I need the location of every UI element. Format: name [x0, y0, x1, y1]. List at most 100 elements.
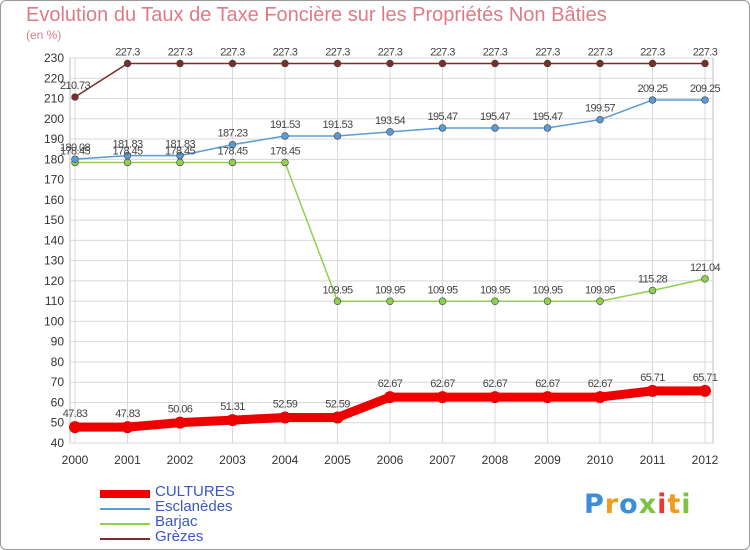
data-point-cultures [226, 414, 239, 427]
data-label-esclanedes: 195.47 [532, 111, 563, 123]
legend-label-barjac: Barjac [155, 513, 198, 530]
data-label-cultures: 52.59 [325, 398, 350, 410]
data-label-esclanedes: 209.25 [690, 83, 721, 95]
data-point-barjac [491, 297, 499, 305]
data-label-barjac: 178.45 [165, 145, 196, 157]
logo-letter: o [619, 489, 639, 520]
data-point-cultures [279, 411, 291, 424]
data-point-cultures [174, 416, 186, 429]
data-point-cultures [489, 391, 501, 404]
data-label-esclanedes: 195.47 [480, 111, 511, 123]
data-point-barjac [438, 297, 447, 305]
data-point-esclanedes [491, 124, 499, 132]
chart-title: Evolution du Taux de Taxe Foncière sur l… [26, 4, 607, 26]
legend-label-esclanedes: Esclanèdes [155, 498, 233, 515]
data-label-grezes: 227.3 [168, 46, 193, 58]
data-label-cultures: 62.67 [483, 378, 508, 390]
y-tick-label: 160 [44, 193, 64, 207]
unit-label: (en %) [26, 28, 62, 42]
y-tick-label: 200 [44, 112, 64, 126]
data-label-cultures: 51.31 [220, 401, 245, 413]
data-label-grezes: 227.3 [535, 46, 560, 58]
data-point-cultures [436, 391, 449, 404]
x-tick-label: 2008 [482, 453, 509, 467]
y-tick-label: 40 [51, 436, 65, 450]
data-label-esclanedes: 191.53 [322, 119, 353, 131]
data-label-grezes: 227.3 [640, 46, 665, 58]
data-label-barjac: 109.95 [480, 284, 511, 296]
y-tick-label: 70 [51, 375, 65, 389]
data-point-esclanedes [71, 155, 79, 163]
data-point-esclanedes [176, 151, 184, 160]
data-point-grezes [281, 59, 289, 68]
data-point-cultures [699, 384, 711, 397]
data-label-barjac: 178.45 [270, 145, 301, 157]
data-label-grezes: 227.3 [115, 46, 140, 58]
logo-letter: i [681, 489, 692, 520]
data-label-grezes: 227.3 [693, 46, 718, 58]
x-tick-label: 2010 [587, 453, 614, 467]
data-point-esclanedes [438, 124, 447, 132]
data-label-barjac: 115.28 [638, 273, 668, 285]
data-point-grezes [596, 59, 604, 68]
y-tick-label: 60 [51, 395, 65, 409]
y-tick-label: 110 [45, 294, 64, 308]
logo-letter: t [667, 489, 682, 520]
data-point-grezes [438, 59, 447, 68]
data-label-barjac: 109.95 [532, 284, 563, 296]
legend-label-grezes: Grèzes [155, 528, 204, 545]
data-point-barjac [386, 297, 394, 305]
data-label-barjac: 178.45 [112, 145, 143, 157]
data-label-grezes: 227.3 [273, 46, 298, 58]
data-point-esclanedes [386, 128, 394, 136]
data-point-cultures [69, 421, 81, 434]
data-point-barjac [333, 297, 342, 305]
proxiti-logo: Proxiti [584, 489, 692, 520]
data-label-barjac: 121.04 [690, 262, 721, 274]
logo-letter: x [638, 489, 658, 520]
y-tick-label: 190 [44, 132, 64, 146]
data-label-barjac: 178.45 [217, 145, 248, 157]
data-point-cultures [646, 384, 659, 397]
data-point-grezes [543, 59, 552, 68]
data-label-cultures: 65.71 [693, 372, 718, 384]
data-point-grezes [386, 59, 394, 68]
data-point-grezes [176, 59, 184, 68]
x-tick-label: 2011 [640, 453, 666, 467]
legend-swatch-cultures [100, 490, 150, 498]
data-label-grezes: 227.3 [588, 46, 613, 58]
data-label-cultures: 47.83 [63, 408, 88, 420]
data-point-esclanedes [596, 115, 604, 124]
data-label-grezes: 227.3 [378, 46, 403, 58]
data-point-cultures [384, 391, 396, 404]
x-tick-label: 2001 [114, 453, 141, 467]
data-label-barjac: 109.95 [585, 284, 616, 296]
logo-letter: r [604, 489, 620, 520]
data-point-grezes [701, 59, 709, 68]
data-point-esclanedes [648, 96, 657, 104]
data-point-cultures [541, 391, 554, 404]
data-label-barjac: 109.95 [375, 284, 406, 296]
x-tick-label: 2005 [324, 453, 351, 467]
y-tick-label: 120 [44, 274, 64, 288]
data-point-grezes [71, 93, 79, 101]
y-tick-label: 150 [44, 213, 64, 227]
data-point-esclanedes [701, 96, 709, 104]
data-point-grezes [648, 59, 657, 68]
data-point-barjac [596, 297, 604, 305]
data-point-barjac [543, 297, 552, 305]
x-tick-label: 2009 [534, 453, 561, 467]
legend-swatch-barjac [100, 523, 150, 525]
logo-letter: P [584, 489, 605, 520]
data-point-barjac [648, 286, 657, 295]
y-tick-label: 50 [51, 416, 65, 430]
data-label-cultures: 47.83 [115, 408, 140, 420]
data-label-esclanedes: 180.08 [60, 142, 91, 154]
data-label-esclanedes: 181.83 [112, 139, 143, 151]
legend-swatch-grezes [100, 538, 150, 540]
data-point-barjac [228, 158, 237, 167]
y-tick-label: 170 [44, 173, 64, 187]
y-tick-label: 90 [51, 335, 65, 349]
data-label-cultures: 62.67 [430, 378, 455, 390]
